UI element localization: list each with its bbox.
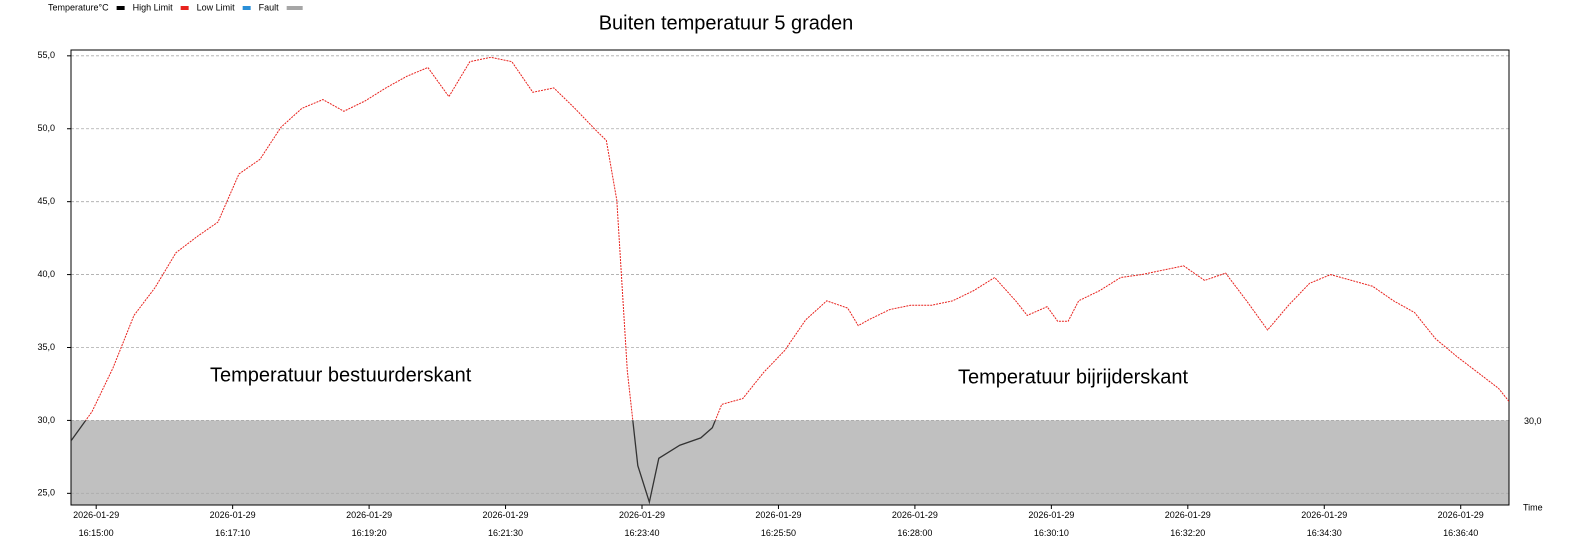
x-tick-label: 2026-01-29 16:32:20 [1164,510,1211,538]
x-tick-label: 2026-01-29 16:34:30 [1301,510,1348,538]
fault-band [71,420,1509,505]
y-tick-label: 45,0 [37,196,55,206]
y-tick-label: 55,0 [37,50,55,60]
legend-label: Fault [259,2,280,12]
x-axis-label: Time [1523,502,1543,512]
x-tick-label: 2026-01-29 16:25:50 [755,510,802,538]
y-tick-label: 30,0 [37,415,55,425]
x-tick-label: 2026-01-29 16:30:10 [1028,510,1075,538]
x-tick-label: 2026-01-29 16:28:00 [891,510,938,538]
legend-label: High Limit [133,2,174,12]
legend-label: Low Limit [197,2,236,12]
chart-title: Buiten temperatuur 5 graden [599,12,854,34]
plot-frame [70,49,1510,506]
legend-swatch [180,6,189,10]
limit-label: 30,0 [1524,416,1542,426]
x-tick-label: 2026-01-29 16:15:00 [73,510,120,538]
line-above [85,56,1509,421]
legend-swatch [286,6,303,10]
y-tick-label: 50,0 [37,123,55,133]
x-tick-label: 2026-01-29 16:19:20 [346,510,393,538]
y-tick-label: 40,0 [37,269,55,279]
legend-label: Temperature°C [48,2,109,12]
x-tick-label: 2026-01-29 16:36:40 [1437,510,1484,538]
x-tick-label: 2026-01-29 16:21:30 [482,510,529,538]
x-tick-label: 2026-01-29 16:23:40 [618,510,666,538]
annotation: Temperatuur bestuurderskant [210,364,472,386]
legend-swatch [242,6,251,10]
x-tick-label: 2026-01-29 16:17:10 [209,510,256,538]
legend-swatch [116,6,125,10]
y-tick-label: 25,0 [37,488,55,498]
y-tick-label: 35,0 [37,342,55,352]
annotation: Temperatuur bijrijderskant [958,366,1189,388]
